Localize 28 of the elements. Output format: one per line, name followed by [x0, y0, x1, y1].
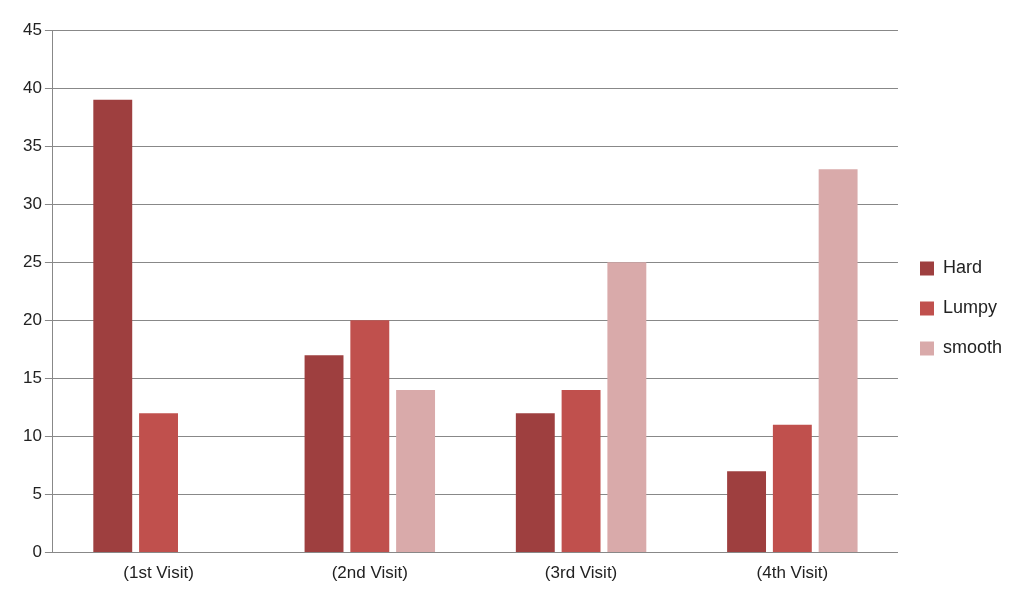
- bar: [139, 413, 178, 553]
- y-tick-label: 15: [22, 368, 42, 388]
- bar: [304, 355, 344, 553]
- y-tick-label: 10: [22, 426, 42, 446]
- x-tick-label: (3rd Visit): [544, 563, 618, 583]
- y-tick-label: 0: [32, 542, 42, 562]
- bar: [396, 390, 436, 553]
- y-tick-label: 20: [22, 310, 42, 330]
- legend-label: Lumpy: [942, 297, 997, 318]
- legend-label: Hard: [942, 257, 982, 278]
- bar: [727, 471, 767, 553]
- bar: [561, 390, 601, 553]
- bar: [350, 320, 390, 553]
- bar: [515, 413, 555, 553]
- bar: [772, 424, 812, 553]
- bar: [93, 99, 133, 553]
- y-tick-label: 25: [22, 251, 42, 271]
- x-tick-label: (1st Visit): [123, 563, 194, 583]
- x-tick-label: (2nd Visit): [331, 563, 408, 583]
- bar: [607, 262, 647, 553]
- y-tick-label: 35: [22, 135, 42, 155]
- bar: [818, 169, 858, 553]
- x-tick-label: (4th Visit): [756, 563, 829, 583]
- y-tick-label: 40: [22, 77, 42, 97]
- legend-label: smooth: [942, 337, 1002, 358]
- y-tick-label: 45: [22, 19, 42, 39]
- y-tick-label: 5: [32, 484, 42, 504]
- y-tick-label: 30: [22, 193, 42, 213]
